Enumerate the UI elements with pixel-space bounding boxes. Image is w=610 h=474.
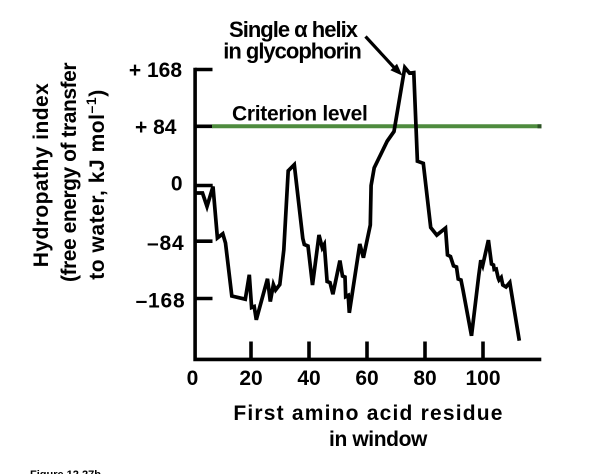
svg-text:Hydropathy index: Hydropathy index — [30, 83, 53, 268]
svg-text:Criterion level: Criterion level — [232, 103, 368, 126]
svg-text:First amino acid residue: First amino acid residue — [233, 402, 503, 425]
svg-text:–168: –168 — [136, 290, 186, 313]
svg-text:0: 0 — [187, 367, 199, 390]
svg-text:in glycophorin: in glycophorin — [223, 38, 361, 63]
svg-text:(free energy of transfer: (free energy of transfer — [58, 63, 81, 282]
svg-text:40: 40 — [297, 367, 320, 390]
svg-text:80: 80 — [413, 367, 436, 390]
svg-text:Figure 12.27b: Figure 12.27b — [30, 469, 101, 474]
svg-text:0: 0 — [171, 173, 183, 196]
svg-text:20: 20 — [239, 367, 262, 390]
svg-text:–84: –84 — [147, 232, 184, 255]
svg-text:in window: in window — [329, 428, 428, 451]
svg-text:Single α helix: Single α helix — [229, 17, 359, 42]
svg-text:+ 84: + 84 — [135, 116, 177, 139]
svg-text:100: 100 — [465, 367, 500, 390]
svg-text:+ 168: + 168 — [129, 59, 182, 82]
svg-text:60: 60 — [355, 367, 378, 390]
svg-text:to water, kJ mol–1): to water, kJ mol–1) — [83, 89, 109, 280]
